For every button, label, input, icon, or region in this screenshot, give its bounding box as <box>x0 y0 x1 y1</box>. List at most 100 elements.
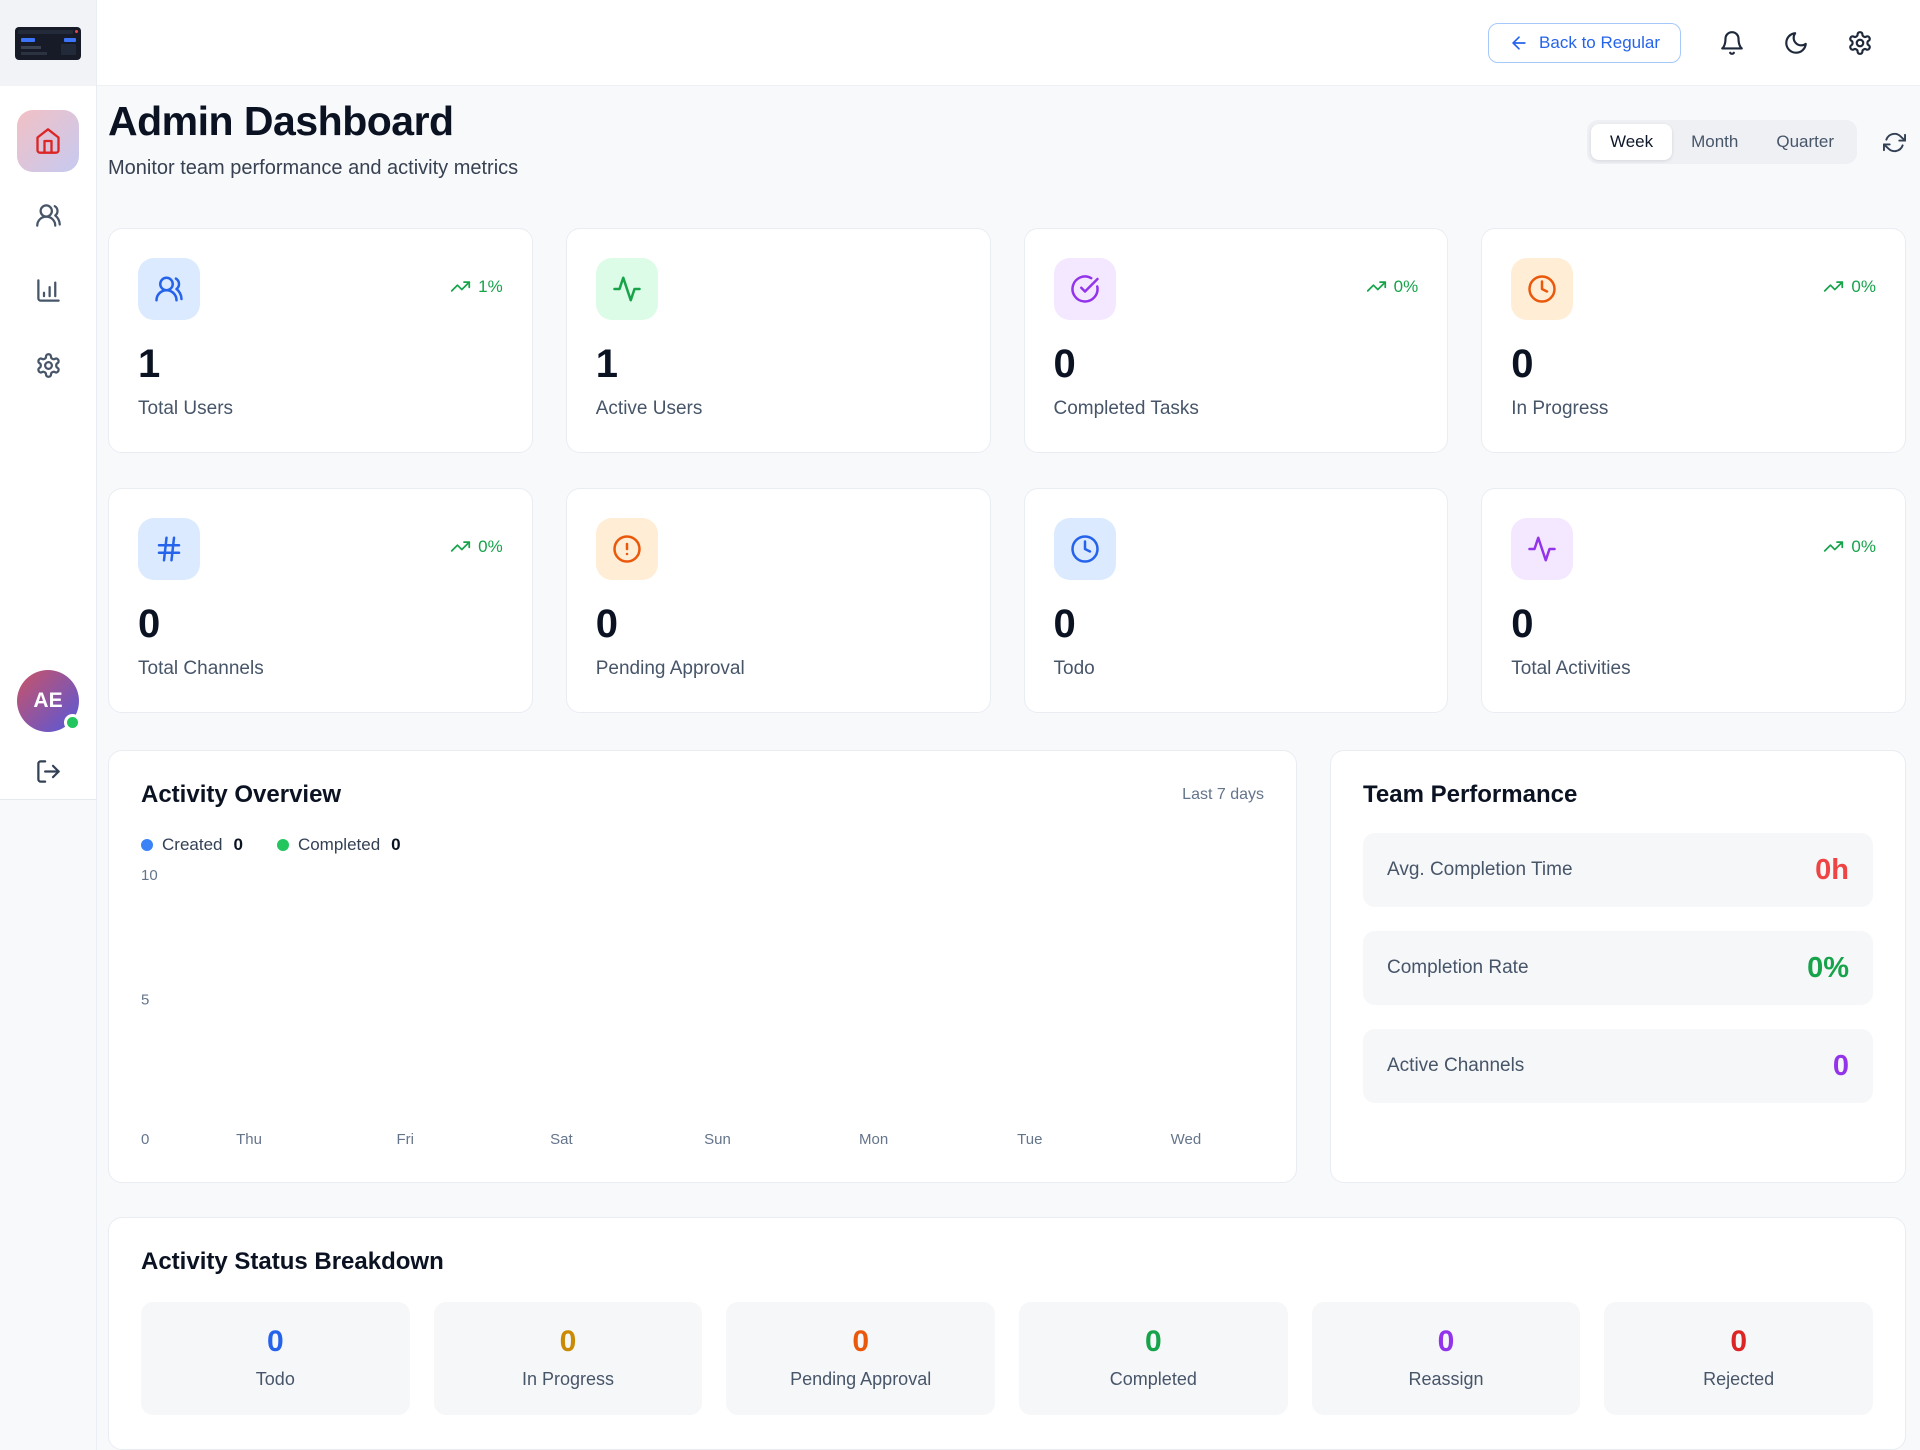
clock-icon <box>1070 534 1100 564</box>
tab-week[interactable]: Week <box>1590 124 1673 160</box>
activity-overview-panel: Activity Overview Last 7 days Created 0 … <box>108 750 1297 1183</box>
sidebar-item-settings[interactable] <box>35 352 62 379</box>
trending-up-icon <box>450 276 471 297</box>
breakdown-value: 0 <box>1437 1325 1455 1358</box>
stat-value: 1 <box>138 342 161 386</box>
legend-item-created: Created 0 <box>141 835 243 855</box>
sidebar-item-users[interactable] <box>35 202 62 229</box>
refresh-icon <box>1883 131 1906 154</box>
stat-value: 0 <box>1511 342 1534 386</box>
x-axis-label: Thu <box>236 1131 262 1148</box>
notifications-button[interactable] <box>1719 30 1745 56</box>
team-performance-title: Team Performance <box>1363 781 1578 808</box>
sidebar-item-analytics[interactable] <box>35 277 62 304</box>
breakdown-card-rejected: 0 Rejected <box>1604 1302 1873 1415</box>
stat-value: 0 <box>1053 342 1076 386</box>
breakdown-label: Reassign <box>1408 1369 1484 1389</box>
hash-icon <box>154 534 184 564</box>
page-head: Admin Dashboard Monitor team performance… <box>108 98 1906 180</box>
refresh-button[interactable] <box>1883 131 1906 154</box>
back-button-label: Back to Regular <box>1539 32 1660 52</box>
avatar[interactable]: AE <box>17 670 81 732</box>
breakdown-card-todo: 0 Todo <box>141 1302 410 1415</box>
legend-dot-completed <box>276 839 289 851</box>
page-title: Admin Dashboard <box>108 98 454 144</box>
users-icon <box>154 274 184 304</box>
activity-overview-title: Activity Overview <box>141 781 342 808</box>
metric-value: 0% <box>1807 951 1849 984</box>
arrow-left-icon <box>1509 33 1529 53</box>
stat-card-total-activities: 0% 0 Total Activities <box>1481 488 1906 713</box>
header-settings-button[interactable] <box>1847 30 1873 56</box>
stat-value: 0 <box>138 602 161 646</box>
metric-label: Active Channels <box>1387 1055 1525 1076</box>
breakdown-label: Pending Approval <box>790 1369 932 1389</box>
metric-row-avg-completion-time: Avg. Completion Time 0h <box>1363 833 1873 907</box>
x-axis-label: Wed <box>1170 1131 1202 1148</box>
breakdown-label: Todo <box>255 1369 295 1389</box>
trending-up-icon <box>1823 536 1844 557</box>
legend-label: Created <box>162 835 223 854</box>
logout-button[interactable] <box>35 758 62 785</box>
online-status-dot <box>64 714 81 731</box>
sidebar-top: AE <box>0 0 97 800</box>
stat-card-todo: 0 Todo <box>1023 488 1449 713</box>
main-area: Back to Regular Admin Dash <box>97 0 1920 1450</box>
stat-card-in-progress: 0% 0 In Progress <box>1481 228 1906 453</box>
gear-icon <box>35 352 62 379</box>
chart-plot-area: 10 5 <box>141 867 1264 1131</box>
breakdown-value: 0 <box>852 1325 869 1358</box>
stat-label: Total Users <box>138 398 234 419</box>
moon-icon <box>1783 30 1809 56</box>
breakdown-label: Completed <box>1109 1369 1197 1389</box>
tab-month[interactable]: Month <box>1672 124 1757 160</box>
metric-label: Avg. Completion Time <box>1387 859 1573 880</box>
trend-value: 1% <box>478 276 503 296</box>
metric-value: 0h <box>1815 853 1849 886</box>
stat-label: Todo <box>1053 658 1095 679</box>
breakdown-value: 0 <box>266 1325 284 1358</box>
range-controls: Week Month Quarter <box>1586 120 1906 164</box>
stat-card-completed-tasks: 0% 0 Completed Tasks <box>1023 228 1449 453</box>
trending-up-icon <box>1823 276 1844 297</box>
breakdown-label: In Progress <box>521 1369 615 1389</box>
users-icon <box>35 202 62 229</box>
trend-indicator: 1% <box>450 276 503 297</box>
page-subtitle: Monitor team performance and activity me… <box>108 157 519 179</box>
trend-indicator: 0% <box>1366 276 1419 297</box>
chart-x-axis: 0 Thu Fri Sat Sun Mon Tue Wed <box>141 1131 1264 1152</box>
panels-row: Activity Overview Last 7 days Created 0 … <box>108 750 1906 1183</box>
sidebar-item-home[interactable] <box>17 110 79 172</box>
app-logo-thumbnail[interactable] <box>15 26 81 60</box>
home-icon <box>34 127 62 155</box>
check-circle-icon <box>1070 274 1100 304</box>
dark-mode-toggle[interactable] <box>1783 30 1809 56</box>
stat-label: Total Channels <box>138 658 264 679</box>
breakdown-grid: 0 Todo 0 In Progress 0 Pending Approval … <box>141 1302 1873 1415</box>
breakdown-value: 0 <box>1144 1325 1162 1358</box>
avatar-initials: AE <box>33 689 63 712</box>
y-axis-tick: 10 <box>141 867 158 884</box>
x-axis-label: Tue <box>1017 1131 1043 1148</box>
breakdown-title: Activity Status Breakdown <box>141 1248 444 1275</box>
back-to-regular-button[interactable]: Back to Regular <box>1488 22 1681 63</box>
chart-legend: Created 0 Completed 0 <box>141 835 1264 855</box>
x-axis-label: Sat <box>550 1131 573 1148</box>
stat-label: Completed Tasks <box>1053 398 1199 419</box>
trend-indicator: 0% <box>450 536 503 557</box>
metric-label: Completion Rate <box>1387 957 1529 978</box>
sidebar-bottom-filler <box>0 800 97 1450</box>
x-axis-label: Sun <box>704 1131 731 1148</box>
tab-quarter[interactable]: Quarter <box>1757 124 1853 160</box>
content: Admin Dashboard Monitor team performance… <box>97 86 1920 1450</box>
activity-status-breakdown-panel: Activity Status Breakdown 0 Todo 0 In Pr… <box>108 1217 1906 1450</box>
trend-value: 0% <box>478 536 503 556</box>
y-axis-tick: 5 <box>141 991 150 1009</box>
metric-row-completion-rate: Completion Rate 0% <box>1363 931 1873 1005</box>
stat-value: 1 <box>595 342 618 386</box>
stat-card-total-users: 1% 1 Total Users <box>108 228 533 453</box>
trend-value: 0% <box>1393 276 1419 296</box>
sidebar-nav <box>17 110 79 427</box>
range-selector: Week Month Quarter <box>1586 120 1857 164</box>
